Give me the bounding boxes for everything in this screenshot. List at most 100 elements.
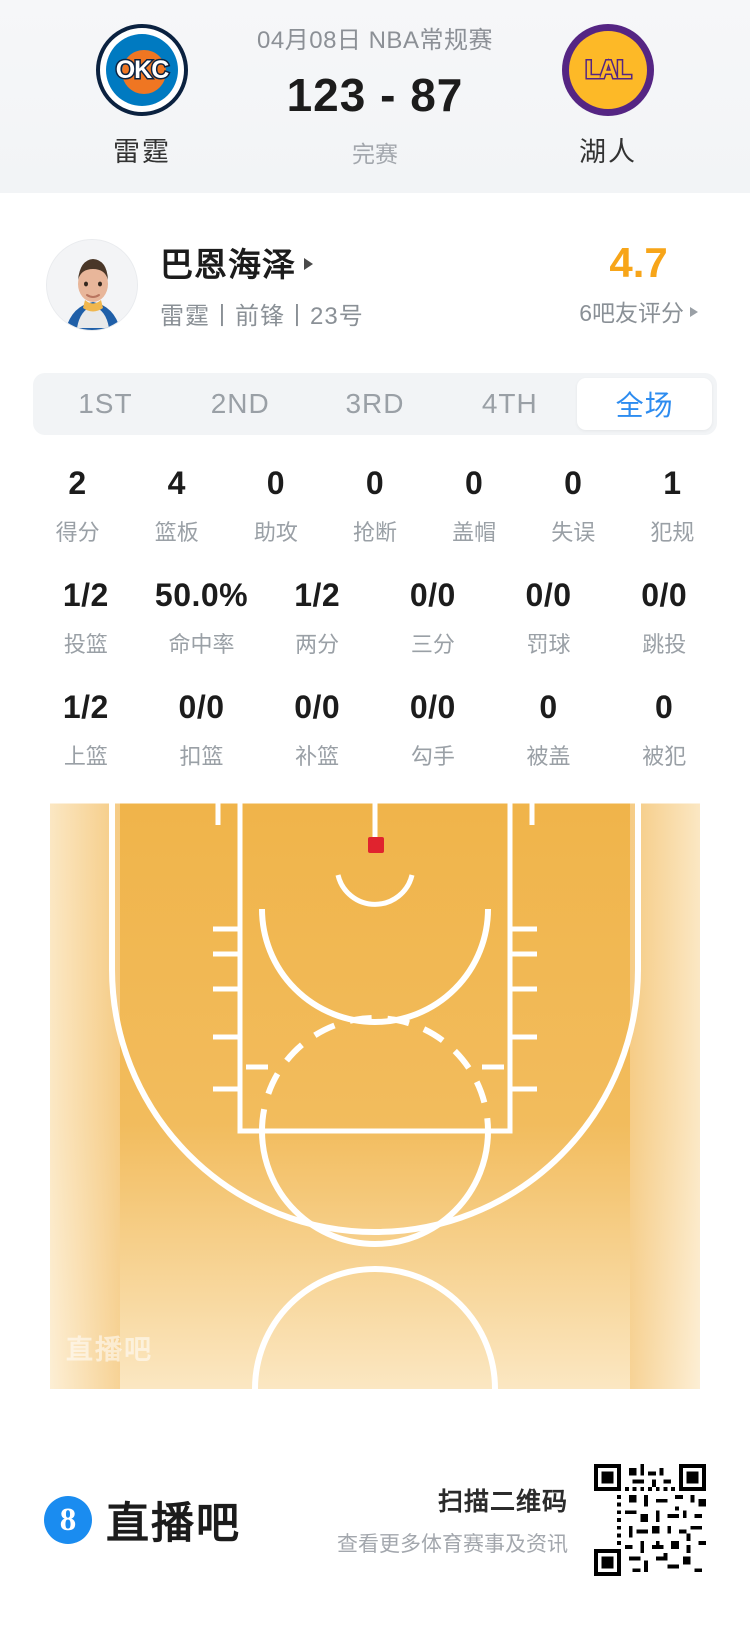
qr-text: 扫描二维码 查看更多体育赛事及资讯 (337, 1482, 568, 1558)
stat-label: 命中率 (168, 632, 235, 657)
stat-value: 0 (365, 465, 385, 501)
stat-value: 50.0% (154, 577, 249, 613)
shot-chart-court[interactable]: 直播吧 (50, 799, 700, 1389)
stat-value: 0 (266, 465, 285, 501)
stat-label: 被犯 (642, 744, 687, 769)
stat-label: 被盖 (526, 744, 571, 769)
stat-row-shot-types: 1/2 上篮 0/0 扣篮 0/0 补篮 0/0 勾手 0 被盖 0 被犯 (28, 689, 722, 771)
stat-value: 0 (464, 465, 484, 501)
stat-dunks: 0/0 扣篮 (144, 689, 260, 771)
match-date-title: 04月08日 NBA常规赛 (257, 27, 493, 54)
stat-value: 1 (663, 465, 682, 501)
shot-marker-made (368, 837, 384, 853)
player-name-line[interactable]: 巴恩海泽 (160, 238, 579, 286)
stat-shots-blocked: 0 被盖 (491, 689, 607, 771)
stat-label: 助攻 (253, 520, 298, 545)
stat-assists: 0 助攻 (226, 465, 325, 547)
player-rating[interactable]: 4.7 6吧友评分 (579, 238, 704, 328)
stat-value: 0/0 (641, 577, 688, 613)
brand-badge-icon: 8 (44, 1496, 92, 1544)
away-team[interactable]: LAL 湖人 (528, 24, 688, 169)
stat-two-pointers: 1/2 两分 (259, 577, 375, 659)
qr-subtitle: 查看更多体育赛事及资讯 (337, 1533, 568, 1556)
stat-fg-percent: 50.0% 命中率 (144, 577, 260, 659)
tab-full-game[interactable]: 全场 (577, 378, 712, 430)
stat-value: 0/0 (409, 577, 456, 613)
brand-logo: 8 直播吧 (44, 1489, 241, 1551)
home-team[interactable]: OKC 雷霆 (62, 24, 222, 169)
stat-label: 失误 (551, 520, 596, 545)
stat-value: 0/0 (525, 577, 572, 613)
rating-value: 4.7 (609, 238, 668, 286)
okc-logo-text: OKC (114, 54, 171, 85)
stat-label: 抢断 (352, 520, 397, 545)
okc-team-logo-icon: OKC (96, 24, 188, 116)
stat-jump-shots: 0/0 跳投 (606, 577, 722, 659)
match-status: 完赛 (352, 141, 398, 167)
stat-layups: 1/2 上篮 (28, 689, 144, 771)
stat-value: 2 (68, 465, 87, 501)
qr-code-image[interactable] (594, 1464, 706, 1576)
stat-label: 得分 (55, 520, 100, 545)
stat-value: 0/0 (294, 689, 341, 725)
player-avatar[interactable] (46, 238, 138, 331)
stat-label: 跳投 (642, 632, 687, 657)
match-summary: 04月08日 NBA常规赛 123 - 87 完赛 (257, 20, 493, 169)
stat-label: 补篮 (295, 744, 340, 769)
stat-row-shooting: 1/2 投篮 50.0% 命中率 1/2 两分 0/0 三分 0/0 罚球 0/… (28, 577, 722, 659)
rating-label-line[interactable]: 6吧友评分 (579, 294, 698, 328)
scoreboard-header: OKC 雷霆 04月08日 NBA常规赛 123 - 87 完赛 LAL 湖人 (0, 0, 750, 193)
period-tabs: 1ST 2ND 3RD 4TH 全场 (33, 373, 717, 435)
stat-free-throws: 0/0 罚球 (491, 577, 607, 659)
stat-value: 1/2 (62, 689, 109, 725)
app-footer: 8 直播吧 扫描二维码 查看更多体育赛事及资讯 (0, 1439, 750, 1629)
rating-label: 6吧友评分 (579, 299, 684, 326)
player-header-row: 巴恩海泽 雷霆丨前锋丨23号 4.7 6吧友评分 (0, 193, 750, 331)
lal-logo-text: LAL (584, 54, 634, 85)
stat-label: 犯规 (650, 520, 695, 545)
chevron-right-icon (304, 257, 313, 270)
stat-value: 0 (655, 689, 674, 725)
stat-fouls: 1 犯规 (623, 465, 722, 547)
tab-3rd[interactable]: 3RD (345, 388, 405, 419)
qr-section: 扫描二维码 查看更多体育赛事及资讯 (337, 1464, 706, 1576)
qr-title: 扫描二维码 (437, 1488, 568, 1516)
chevron-right-small-icon (690, 307, 698, 317)
stat-steals: 0 抢断 (325, 465, 424, 547)
stat-label: 两分 (295, 632, 340, 657)
tab-1st[interactable]: 1ST (78, 388, 133, 419)
stat-label: 勾手 (410, 744, 455, 769)
stat-value: 0/0 (178, 689, 225, 725)
stat-hook-shots: 0/0 勾手 (375, 689, 491, 771)
stat-value: 0 (539, 689, 558, 725)
stat-rebounds: 4 篮板 (127, 465, 226, 547)
tab-2nd[interactable]: 2ND (210, 388, 270, 419)
stat-label: 三分 (410, 632, 455, 657)
stat-value: 1/2 (294, 577, 341, 613)
stat-label: 扣篮 (179, 744, 224, 769)
stat-fouls-drawn: 0 被犯 (606, 689, 722, 771)
tab-4th[interactable]: 4TH (481, 388, 538, 419)
stat-label: 上篮 (63, 744, 108, 769)
stat-label: 投篮 (63, 632, 108, 657)
stat-field-goals: 1/2 投篮 (28, 577, 144, 659)
away-team-name: 湖人 (579, 137, 637, 167)
match-score: 123 - 87 (286, 69, 464, 121)
stat-label: 罚球 (526, 632, 571, 657)
stat-row-basic: 2 得分 4 篮板 0 助攻 0 抢断 0 盖帽 0 失误 (28, 465, 722, 547)
player-stats-card: 巴恩海泽 雷霆丨前锋丨23号 4.7 6吧友评分 1ST 2ND 3RD 4TH… (0, 193, 750, 1389)
stat-three-pointers: 0/0 三分 (375, 577, 491, 659)
player-name: 巴恩海泽 (160, 246, 296, 283)
court-watermark: 直播吧 (66, 1335, 153, 1365)
stat-label: 篮板 (154, 520, 199, 545)
home-team-name: 雷霆 (113, 137, 171, 167)
stat-value: 1/2 (62, 577, 109, 613)
player-subtitle: 雷霆丨前锋丨23号 (160, 303, 364, 330)
stat-value: 0/0 (409, 689, 456, 725)
stat-value: 4 (167, 465, 186, 501)
stat-turnovers: 0 失误 (524, 465, 623, 547)
stat-points: 2 得分 (28, 465, 127, 547)
brand-name: 直播吧 (106, 1500, 241, 1548)
stat-value: 0 (564, 465, 583, 501)
stats-table: 2 得分 4 篮板 0 助攻 0 抢断 0 盖帽 0 失误 (0, 465, 750, 771)
